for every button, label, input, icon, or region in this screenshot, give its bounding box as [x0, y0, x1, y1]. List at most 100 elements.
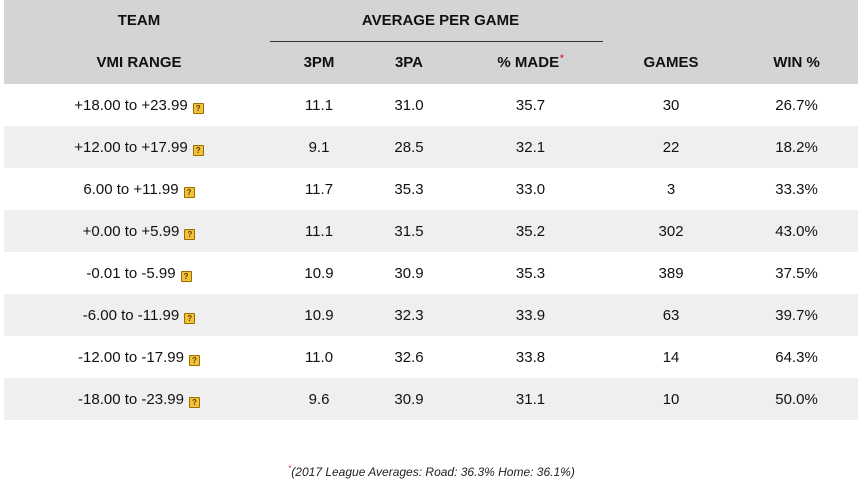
- games-cell-value: 302: [658, 222, 684, 240]
- table-row: -12.00 to -17.99? 11.0 32.6 33.8 14 64.3%: [4, 336, 859, 378]
- help-icon[interactable]: ?: [183, 186, 195, 198]
- pct-made-cell: 33.0: [454, 168, 608, 210]
- games-cell-value: 3: [666, 180, 676, 198]
- games-cell-value: 389: [658, 264, 684, 282]
- pct-made-cell: 33.9: [454, 294, 608, 336]
- games-cell: 22: [607, 126, 736, 168]
- win-pct-cell-value: 26.7%: [775, 96, 818, 114]
- 3pa-cell: 30.9: [364, 378, 454, 420]
- vmi-range-cell-value: -6.00 to -11.99: [82, 306, 180, 324]
- pct-made-cell: 33.8: [454, 336, 608, 378]
- 3pm-cell: 11.0: [274, 336, 364, 378]
- help-icon[interactable]: ?: [180, 270, 192, 282]
- table-row: -0.01 to -5.99? 10.9 30.9 35.3 389 37.5%: [4, 252, 859, 294]
- pct-made-cell: 31.1: [454, 378, 608, 420]
- games-cell-value: 30: [662, 96, 680, 114]
- win-pct-cell-value: 18.2%: [775, 138, 818, 156]
- 3pa-cell-value: 28.5: [394, 138, 424, 156]
- 3pa-cell: 31.5: [364, 210, 454, 252]
- vmi-range-cell: +18.00 to +23.99?: [4, 84, 274, 126]
- 3pm-cell: 10.9: [274, 252, 364, 294]
- vmi-range-cell-value: 6.00 to +11.99: [83, 180, 179, 198]
- pct-made-cell-value: 35.7: [515, 96, 546, 114]
- table-row: +18.00 to +23.99? 11.1 31.0 35.7 30 26.7%: [4, 84, 859, 126]
- win-pct-cell: 37.5%: [735, 252, 859, 294]
- 3pm-cell: 11.1: [274, 84, 364, 126]
- vmi-range-cell: +12.00 to +17.99?: [4, 126, 274, 168]
- average-per-game-header: AVERAGE PER GAME: [274, 0, 608, 40]
- 3pm-cell-value: 9.1: [308, 138, 330, 156]
- games-cell-value: 14: [662, 348, 680, 366]
- vmi-range-cell: -6.00 to -11.99?: [4, 294, 274, 336]
- win-pct-cell: 18.2%: [735, 126, 859, 168]
- games-cell: 30: [607, 84, 736, 126]
- win-pct-cell-value: 50.0%: [775, 390, 818, 408]
- pct-made-cell-value: 31.1: [515, 390, 546, 408]
- pct-made-cell: 35.2: [454, 210, 608, 252]
- 3pm-cell-value: 9.6: [308, 390, 330, 408]
- win-pct-cell: 64.3%: [735, 336, 859, 378]
- help-icon[interactable]: ?: [192, 102, 204, 114]
- asterisk-marker: *: [560, 53, 564, 63]
- win-pct-cell-value: 43.0%: [775, 222, 818, 240]
- team-header: TEAM: [4, 0, 274, 40]
- 3pa-cell: 35.3: [364, 168, 454, 210]
- games-cell: 3: [607, 168, 736, 210]
- table-row: -18.00 to -23.99? 9.6 30.9 31.1 10 50.0%: [4, 378, 859, 420]
- win-pct-header: WIN %: [735, 40, 859, 84]
- pct-made-cell: 35.7: [454, 84, 608, 126]
- 3pa-cell-value: 30.9: [394, 264, 424, 282]
- 3pa-cell-value: 32.6: [394, 348, 424, 366]
- 3pa-header: 3PA: [364, 40, 454, 84]
- 3pa-cell-value: 30.9: [394, 390, 424, 408]
- pct-made-cell-value: 33.9: [515, 306, 546, 324]
- help-icon[interactable]: ?: [184, 228, 196, 240]
- games-header: GAMES: [607, 40, 736, 84]
- 3pm-cell-value: 11.1: [304, 96, 334, 114]
- 3pm-cell-value: 11.1: [304, 222, 334, 240]
- table-row: +0.00 to +5.99? 11.1 31.5 35.2 302 43.0%: [4, 210, 859, 252]
- win-pct-cell-value: 37.5%: [775, 264, 818, 282]
- table-body: +18.00 to +23.99? 11.1 31.0 35.7 30 26.7% +12.…: [4, 84, 859, 420]
- vmi-range-cell: -12.00 to -17.99?: [4, 336, 274, 378]
- 3pa-cell: 32.3: [364, 294, 454, 336]
- help-icon[interactable]: ?: [188, 354, 200, 366]
- footnote: *(2017 League Averages: Road: 36.3% Home…: [0, 464, 862, 479]
- 3pa-cell-value: 31.5: [394, 222, 424, 240]
- vmi-range-cell: 6.00 to +11.99?: [4, 168, 274, 210]
- table-row: 6.00 to +11.99? 11.7 35.3 33.0 3 33.3%: [4, 168, 859, 210]
- pct-made-cell: 32.1: [454, 126, 608, 168]
- games-cell: 14: [607, 336, 736, 378]
- win-pct-cell-value: 64.3%: [775, 348, 818, 366]
- pct-made-cell-value: 33.0: [515, 180, 546, 198]
- 3pm-cell: 9.6: [274, 378, 364, 420]
- 3pa-cell: 32.6: [364, 336, 454, 378]
- footnote-text: (2017 League Averages: Road: 36.3% Home:…: [291, 465, 575, 479]
- 3pa-cell: 30.9: [364, 252, 454, 294]
- 3pm-cell-value: 10.9: [304, 306, 334, 324]
- games-cell: 63: [607, 294, 736, 336]
- help-icon[interactable]: ?: [184, 312, 196, 324]
- pct-made-cell-value: 33.8: [515, 348, 546, 366]
- footnote-asterisk: *: [288, 464, 292, 473]
- win-pct-cell: 39.7%: [735, 294, 859, 336]
- help-icon[interactable]: ?: [188, 396, 200, 408]
- pct-made-header: % MADE*: [454, 40, 608, 84]
- 3pa-cell-value: 32.3: [394, 306, 424, 324]
- average-per-game-divider: [270, 41, 603, 42]
- 3pm-header: 3PM: [274, 40, 364, 84]
- 3pa-cell-value: 35.3: [394, 180, 424, 198]
- help-icon[interactable]: ?: [192, 144, 204, 156]
- 3pm-cell: 11.1: [274, 210, 364, 252]
- vmi-range-cell: -18.00 to -23.99?: [4, 378, 274, 420]
- vmi-range-cell-value: +12.00 to +17.99: [74, 138, 188, 156]
- vmi-range-cell-value: -12.00 to -17.99: [78, 348, 184, 366]
- win-pct-cell: 50.0%: [735, 378, 859, 420]
- 3pa-cell-value: 31.0: [394, 96, 424, 114]
- 3pa-cell: 28.5: [364, 126, 454, 168]
- table-header: TEAM AVERAGE PER GAME VMI RANGE 3PM 3PA …: [4, 0, 859, 84]
- pct-made-cell-value: 35.2: [515, 222, 546, 240]
- table-row: -6.00 to -11.99? 10.9 32.3 33.9 63 39.7%: [4, 294, 859, 336]
- 3pm-cell: 11.7: [274, 168, 364, 210]
